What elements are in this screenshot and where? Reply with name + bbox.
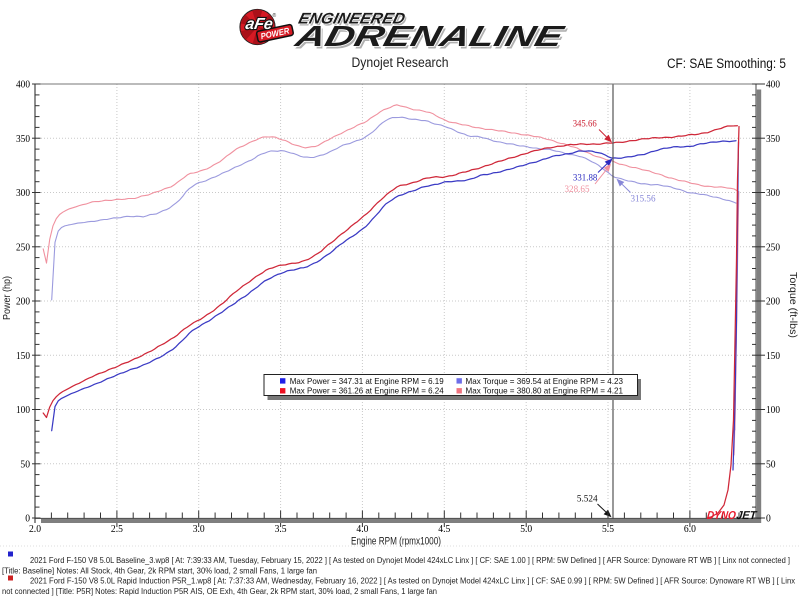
svg-text:150: 150	[766, 351, 780, 362]
svg-text:2.0: 2.0	[29, 524, 41, 535]
svg-text:2.5: 2.5	[111, 524, 123, 535]
svg-text:5.524: 5.524	[577, 495, 598, 505]
svg-text:300: 300	[766, 188, 780, 199]
svg-text:345.66: 345.66	[573, 120, 597, 130]
svg-text:2021 Ford F-150 V8 5.0L Rapid: 2021 Ford F-150 V8 5.0L Rapid Induction …	[30, 577, 795, 586]
svg-text:2021 Ford F-150 V8 5.0L Baseli: 2021 Ford F-150 V8 5.0L Baseline_3.wp8 […	[30, 556, 790, 565]
svg-text:100: 100	[16, 405, 30, 416]
svg-text:4.5: 4.5	[438, 524, 450, 535]
svg-text:0: 0	[25, 514, 30, 525]
svg-text:ENGINEERED: ENGINEERED	[297, 11, 407, 28]
svg-text:®: ®	[273, 12, 277, 19]
svg-text:3.0: 3.0	[193, 524, 205, 535]
svg-text:200: 200	[766, 297, 780, 308]
svg-text:Max Torque = 380.80 at Engine: Max Torque = 380.80 at Engine RPM = 4.21	[466, 387, 624, 396]
svg-text:aFe: aFe	[244, 15, 274, 33]
svg-text:150: 150	[16, 351, 30, 362]
svg-text:100: 100	[766, 405, 780, 416]
svg-text:331.88: 331.88	[573, 174, 598, 184]
svg-text:350: 350	[766, 134, 780, 145]
svg-text:Torque (ft-lbs): Torque (ft-lbs)	[787, 272, 798, 338]
svg-text:3.5: 3.5	[275, 524, 287, 535]
svg-text:300: 300	[16, 188, 30, 199]
svg-text:ADRENALINE: ADRENALINE	[293, 23, 570, 55]
svg-text:400: 400	[16, 80, 30, 91]
svg-text:4.0: 4.0	[356, 524, 368, 535]
svg-text:Engine RPM (rpmx1000): Engine RPM (rpmx1000)	[351, 536, 441, 548]
svg-text:DYNO: DYNO	[706, 510, 736, 522]
svg-text:250: 250	[16, 242, 30, 253]
svg-text:250: 250	[766, 242, 780, 253]
svg-text:50: 50	[20, 459, 30, 470]
svg-text:350: 350	[16, 134, 30, 145]
svg-text:400: 400	[766, 80, 780, 91]
svg-text:328.65: 328.65	[565, 185, 590, 195]
svg-text:0: 0	[766, 514, 771, 525]
svg-text:Max Torque = 369.54 at Engine: Max Torque = 369.54 at Engine RPM = 4.23	[466, 377, 624, 386]
svg-text:Max Power = 361.26 at Engine R: Max Power = 361.26 at Engine RPM = 6.24	[290, 387, 444, 396]
svg-text:315.56: 315.56	[631, 195, 656, 205]
svg-text:Max Power = 347.31 at Engine R: Max Power = 347.31 at Engine RPM = 6.19	[290, 377, 444, 386]
svg-text:[Title: Baseline] Notes: All: [Title: Baseline] Notes: All Stock, 4th …	[2, 567, 317, 576]
svg-text:5.0: 5.0	[520, 524, 532, 535]
svg-text:Dynojet Research: Dynojet Research	[352, 55, 449, 70]
svg-text:ENGINEERED: ENGINEERED	[298, 13, 408, 30]
svg-text:CF: SAE Smoothing: 5: CF: SAE Smoothing: 5	[667, 56, 786, 71]
svg-text:200: 200	[16, 297, 30, 308]
svg-text:6.0: 6.0	[684, 524, 696, 535]
svg-text:5.5: 5.5	[602, 524, 614, 535]
svg-text:not connected ] [Title: P5R]: not connected ] [Title: P5R] Notes: Rapi…	[2, 587, 437, 596]
svg-text:Power (hp): Power (hp)	[2, 276, 13, 320]
svg-text:ADRENALINE: ADRENALINE	[291, 20, 568, 52]
svg-text:JET: JET	[736, 510, 758, 522]
svg-text:50: 50	[766, 459, 776, 470]
